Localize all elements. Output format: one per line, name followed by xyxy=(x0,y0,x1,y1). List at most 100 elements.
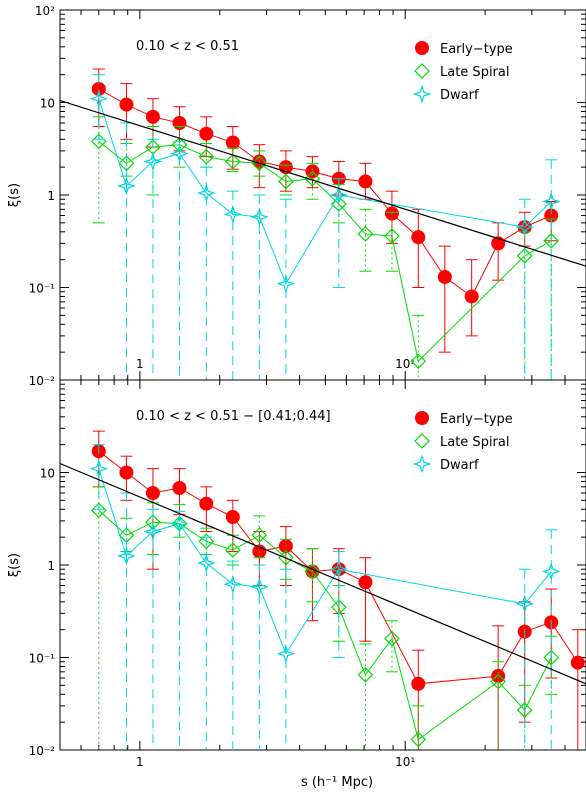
dwarf-point xyxy=(89,89,109,109)
early-type-point xyxy=(119,97,134,112)
legend-marker-late-spiral xyxy=(414,433,430,449)
data-layer xyxy=(60,68,586,380)
panel-title: 0.10 < z < 0.51 xyxy=(136,39,239,54)
early-type-point xyxy=(199,496,214,511)
y-tick-label: 1 xyxy=(47,189,55,203)
y-tick-label: 10 xyxy=(40,97,55,111)
legend: Early−type Late Spiral Dwarf xyxy=(412,41,513,104)
power-law-fit-line xyxy=(60,462,586,685)
late-spiral-point xyxy=(384,228,400,244)
early-type-point xyxy=(199,126,214,141)
dwarf-point xyxy=(223,204,243,224)
early-type-point xyxy=(145,486,160,501)
dwarf-series-line xyxy=(98,98,552,285)
data-layer xyxy=(60,430,586,750)
early-series-line xyxy=(98,88,552,298)
dwarf-point xyxy=(170,144,189,163)
legend-label: Early−type xyxy=(440,42,513,57)
legend-label: Early−type xyxy=(440,412,513,427)
legend-marker-early-type xyxy=(415,411,429,425)
y-tick-label: 10 xyxy=(40,467,55,481)
late-spiral-point xyxy=(224,153,241,170)
y-tick-label: 10⁻¹ xyxy=(29,652,56,666)
dwarf-point xyxy=(250,207,269,227)
panel-2: 10⁻² 10⁻¹ 1 10 1 10¹ ξ(s) 0.10 < z < 0.51 − [0.… xyxy=(7,379,586,769)
legend-marker-late-spiral xyxy=(414,63,430,79)
late-spiral-point xyxy=(90,502,107,519)
late-spiral-point xyxy=(357,666,374,683)
y-axis-label: ξ(s) xyxy=(7,183,22,207)
late-spiral-point xyxy=(224,542,241,558)
dwarf-point xyxy=(329,185,349,205)
late-series-line xyxy=(98,141,552,363)
y-tick-label: 10⁻¹ xyxy=(29,282,56,296)
dwarf-point xyxy=(541,192,561,211)
early-type-point xyxy=(437,269,452,284)
early-type-point xyxy=(172,480,187,495)
late-spiral-point xyxy=(278,173,294,190)
early-type-point xyxy=(225,510,240,525)
legend-label: Late Spiral xyxy=(440,65,509,80)
early-type-point xyxy=(119,465,134,480)
late-spiral-point xyxy=(357,226,374,242)
legend-label: Late Spiral xyxy=(440,435,509,450)
dwarf-point xyxy=(515,217,535,237)
early-series-line xyxy=(98,450,579,685)
early-type-point xyxy=(145,109,160,124)
late-spiral-point xyxy=(384,630,400,647)
dwarf-point xyxy=(541,562,561,581)
y-axis-label: ξ(s) xyxy=(7,553,22,577)
dwarf-point xyxy=(329,559,349,579)
legend-label: Dwarf xyxy=(440,88,479,103)
dwarf-point xyxy=(276,274,296,294)
dwarf-point xyxy=(117,176,136,196)
dwarf-point xyxy=(196,553,216,573)
x-tick-label: 10¹ xyxy=(395,357,415,371)
late-spiral-point xyxy=(278,549,294,566)
late-spiral-point xyxy=(410,353,427,369)
panel-title: 0.10 < z < 0.51 − [0.41;0.44] xyxy=(136,409,331,424)
late-spiral-point xyxy=(490,673,507,690)
early-type-point xyxy=(411,676,426,691)
y-tick-label: 10² xyxy=(35,4,55,18)
legend-marker-dwarf xyxy=(412,454,432,474)
dwarf-series-line xyxy=(98,468,552,655)
dwarf-point xyxy=(276,644,296,664)
late-spiral-point xyxy=(304,170,321,187)
dwarf-point xyxy=(196,183,216,203)
late-spiral-point xyxy=(516,702,533,718)
dwarf-point xyxy=(250,577,269,597)
late-spiral-point xyxy=(198,533,215,550)
power-law-fit-line xyxy=(60,99,586,267)
dwarf-point xyxy=(515,594,535,614)
early-type-point xyxy=(358,575,373,590)
y-tick-label: 10⁻² xyxy=(29,744,56,758)
dwarf-point xyxy=(223,574,243,594)
late-spiral-point xyxy=(410,731,427,748)
dwarf-point xyxy=(143,522,163,541)
panel-1: 10⁻² 10⁻¹ 1 10 10² 1 10¹ ξ(s) 0.10 < z < 0.51 Ear… xyxy=(7,4,586,388)
early-type-point xyxy=(464,289,479,304)
late-series-line xyxy=(98,509,552,741)
late-spiral-point xyxy=(198,148,215,165)
dwarf-point xyxy=(170,514,189,533)
x-axis-label: s (h⁻¹ Mpc) xyxy=(301,775,373,790)
late-spiral-point xyxy=(171,136,188,153)
dwarf-point xyxy=(117,546,136,566)
dwarf-point xyxy=(89,459,109,479)
x-tick-label: 1 xyxy=(136,357,144,371)
y-tick-label: 10⁻² xyxy=(29,374,56,388)
early-type-point xyxy=(570,655,585,670)
legend: Early−type Late Spiral Dwarf xyxy=(412,411,513,474)
legend-marker-dwarf xyxy=(412,84,432,104)
early-type-point xyxy=(411,230,426,245)
early-type-point xyxy=(225,135,240,150)
dwarf-point xyxy=(143,152,163,171)
late-spiral-point xyxy=(251,527,268,544)
late-spiral-point xyxy=(304,563,321,580)
x-tick-label: 10¹ xyxy=(395,755,415,769)
late-spiral-point xyxy=(543,649,560,666)
late-spiral-point xyxy=(251,155,268,172)
early-type-point xyxy=(358,174,373,189)
